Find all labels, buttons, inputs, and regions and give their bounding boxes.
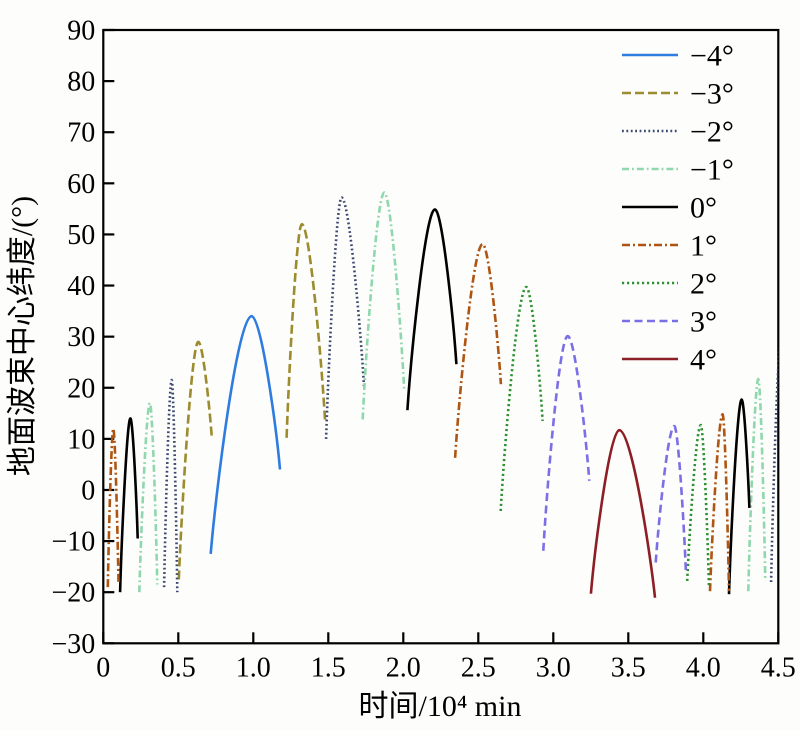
y-tick-label: 70	[67, 118, 95, 149]
x-axis-title: 时间/10⁴ min	[359, 690, 522, 723]
y-tick-label: −20	[52, 578, 96, 609]
y-tick-label: 0	[81, 475, 95, 506]
curve-−4deg	[209, 314, 282, 555]
legend-item: 1°	[622, 230, 717, 263]
legend-label: 3°	[690, 306, 717, 339]
legend-label: −3°	[690, 78, 734, 111]
legend-item: −1°	[622, 154, 734, 187]
y-tick-label: −30	[52, 629, 96, 660]
curve-0deg	[118, 208, 751, 595]
legend-label: 2°	[690, 268, 717, 301]
x-tick-label: 2.0	[386, 652, 421, 683]
legend-label: −1°	[690, 154, 734, 187]
y-axis-title: 地面波束中心纬度/(°)	[6, 196, 39, 476]
y-tick-label: 80	[67, 67, 95, 98]
curve-−1deg	[138, 191, 767, 593]
y-tick-label: 10	[67, 424, 95, 455]
y-tick-label: 90	[67, 16, 95, 47]
x-tick-label: 0.5	[161, 652, 196, 683]
x-tick-label: 4.5	[761, 652, 796, 683]
y-tick-label: 30	[67, 322, 95, 353]
legend-item: 4°	[622, 344, 717, 377]
x-tick-label: 4.0	[686, 652, 721, 683]
legend-item: 3°	[622, 306, 717, 339]
y-tick-label: 60	[67, 169, 95, 200]
legend-item: 2°	[622, 268, 717, 301]
legend-label: 1°	[690, 230, 717, 263]
curve-−3deg	[177, 222, 327, 580]
curve-3deg	[542, 334, 688, 575]
legend-label: −4°	[690, 40, 734, 73]
y-tick-label: 50	[67, 220, 95, 251]
x-tick-label: 3.0	[536, 652, 571, 683]
y-tick-label: 20	[67, 373, 95, 404]
x-tick-label: 3.5	[611, 652, 646, 683]
legend-item: −4°	[622, 40, 734, 73]
curve-−2deg	[162, 196, 779, 593]
legend-label: 0°	[690, 192, 717, 225]
x-tick-label: 1.5	[311, 652, 346, 683]
curve-4deg	[589, 428, 657, 598]
x-tick-label: 1.0	[236, 652, 271, 683]
curves-layer	[106, 191, 779, 598]
y-tick-label: 40	[67, 271, 95, 302]
curve-2deg	[499, 285, 711, 588]
legend-label: −2°	[690, 116, 734, 149]
y-tick-label: −10	[52, 527, 96, 558]
legend-item: −2°	[622, 116, 734, 149]
x-tick-label: 2.5	[461, 652, 496, 683]
x-tick-label: 0	[96, 652, 110, 683]
curve-1deg	[106, 242, 731, 592]
legend-label: 4°	[690, 344, 717, 377]
legend-item: −3°	[622, 78, 734, 111]
legend-item: 0°	[622, 192, 717, 225]
